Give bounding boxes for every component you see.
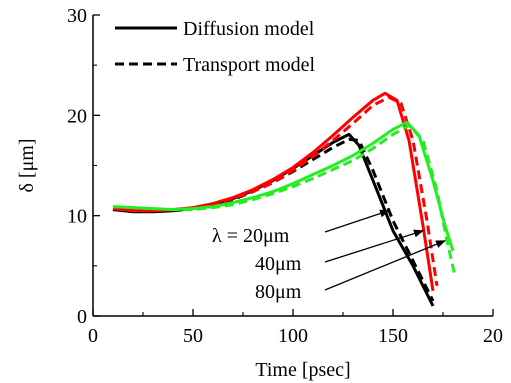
series-layer <box>112 91 457 307</box>
x-tick-label: 150 <box>378 325 408 347</box>
annotation-arrow-40um <box>324 229 424 263</box>
x-tick-label: 50 <box>183 325 203 347</box>
series-line-green-dashed <box>112 123 457 277</box>
legend: Diffusion model Transport model <box>115 18 315 76</box>
y-tick-label: 0 <box>77 306 87 328</box>
annotations: λ = 20μm 40μm 80μm <box>212 209 446 303</box>
x-tick-label: 0 <box>88 325 98 347</box>
series-line-black-dashed <box>112 137 435 302</box>
legend-label-diffusion: Diffusion model <box>183 18 315 40</box>
annotation-arrow-20um <box>324 209 390 233</box>
x-tick-label: 20 <box>483 325 503 347</box>
y-tick-label: 20 <box>67 105 87 127</box>
x-tick-label: 100 <box>278 325 308 347</box>
annotation-label-20um: λ = 20μm <box>212 225 290 247</box>
annotation-label-80um: 80μm <box>255 281 302 303</box>
legend-label-transport: Transport model <box>183 54 315 76</box>
y-tick-label: 10 <box>67 206 87 228</box>
y-tick-label: 30 <box>67 5 87 27</box>
annotation-label-40um: 40μm <box>255 253 302 275</box>
annotation-arrow-80um <box>324 240 446 291</box>
y-axis-title: δ [μm] <box>16 138 38 192</box>
x-axis-title: Time [psec] <box>255 359 350 381</box>
